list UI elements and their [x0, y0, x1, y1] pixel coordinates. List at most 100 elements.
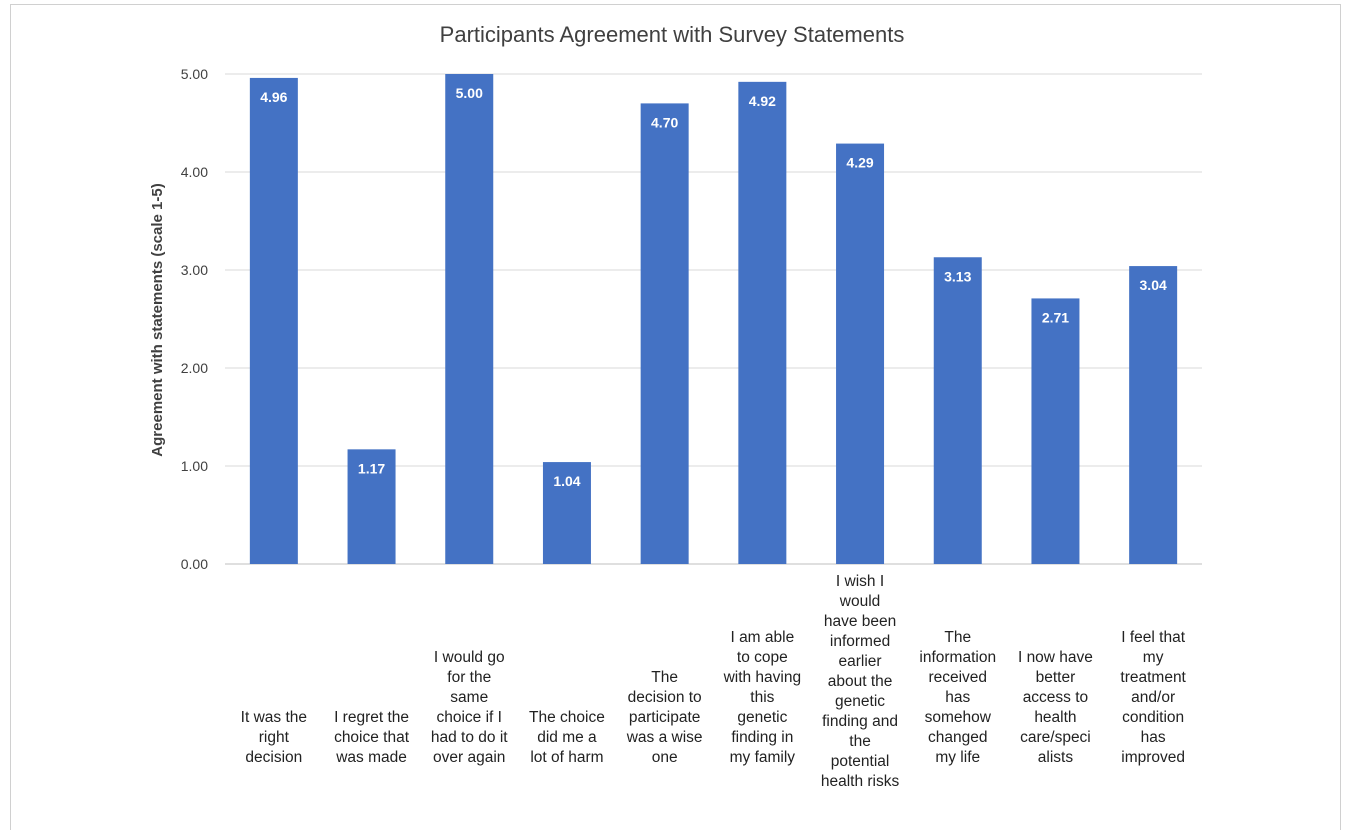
bar — [738, 81, 787, 564]
x-tick-label-line: my — [1142, 649, 1164, 666]
x-tick-label-line: received — [928, 669, 988, 686]
x-tick-label-line: It was the — [240, 709, 308, 726]
bar — [249, 77, 298, 565]
x-tick-label-line: has — [1140, 729, 1166, 746]
data-labels: 4.96 1.17 5.00 1.04 4.70 4.92 4.29 3.13 2.71 3.04 — [260, 85, 1167, 489]
bar — [1031, 298, 1080, 564]
y-tick-label: 0.00 — [181, 556, 208, 572]
x-tick-label-line: decision — [245, 749, 303, 766]
x-tick-label-line: choice that — [334, 729, 410, 746]
x-tick-label-line: my family — [729, 749, 796, 766]
x-tick-label-line: information — [919, 649, 997, 666]
data-label: 3.13 — [944, 268, 971, 284]
x-tick-label-line: health risks — [820, 773, 900, 790]
x-tick-label-line: to cope — [736, 649, 788, 666]
x-tick-label: I would go for the same choice if I had to d… — [427, 648, 511, 768]
data-label: 1.17 — [358, 460, 385, 476]
x-tick-label-line: earlier — [838, 653, 882, 670]
x-tick-label-line: The — [944, 629, 972, 646]
x-tick-label-line: care/speci — [1020, 729, 1091, 746]
x-tick-label-line: decision to — [627, 689, 702, 706]
data-label: 4.96 — [260, 89, 287, 105]
x-tick-label-line: I feel that — [1121, 629, 1186, 646]
y-tick-label: 1.00 — [181, 458, 208, 474]
x-tick-label-line: somehow — [924, 709, 991, 726]
y-tick-label: 3.00 — [181, 262, 208, 278]
x-tick-label-line: has — [945, 689, 971, 706]
x-tick-label: I feel that my treatment and/or condition has… — [1111, 628, 1195, 768]
x-tick-label-line: with having — [723, 669, 802, 686]
x-tick-label: The information received has somehow changed m… — [916, 628, 1000, 768]
x-tick-label-line: the — [849, 733, 871, 750]
y-axis-ticks: 0.00 1.00 2.00 3.00 4.00 5.00 — [181, 66, 208, 572]
x-tick-label-line: I would go — [433, 649, 505, 666]
x-tick-label-line: finding and — [822, 713, 898, 730]
data-label: 1.04 — [553, 473, 580, 489]
x-tick-label-line: this — [750, 689, 775, 706]
bar — [933, 257, 982, 564]
x-tick-label-line: over again — [433, 749, 506, 766]
x-tick-label-line: would — [839, 593, 881, 610]
x-tick-label-line: I now have — [1017, 649, 1093, 666]
x-tick-label-line: The — [651, 669, 678, 686]
data-label: 5.00 — [456, 85, 483, 101]
data-label: 3.04 — [1140, 277, 1167, 293]
bar — [542, 462, 591, 564]
x-tick-label: I wish I would have been informed earlier abo… — [818, 572, 902, 792]
x-tick-label-line: The choice — [529, 709, 605, 726]
y-tick-label: 5.00 — [181, 66, 208, 82]
x-tick-label-line: genetic — [835, 693, 886, 710]
x-tick-label-line: health — [1034, 709, 1077, 726]
x-tick-label-line: condition — [1122, 709, 1185, 726]
x-tick-label-line: had to do it — [430, 729, 508, 746]
x-tick-label-line: treatment — [1120, 669, 1186, 686]
x-tick-label-line: alists — [1037, 749, 1074, 766]
bar — [836, 143, 885, 564]
x-tick-label-line: improved — [1121, 749, 1186, 766]
x-tick-label-line: was a wise — [626, 729, 703, 746]
y-axis-label: Agreement with statements (scale 1-5) — [149, 183, 166, 456]
bars — [249, 74, 1178, 565]
x-tick-label-line: potential — [830, 753, 890, 770]
x-tick-label-line: finding in — [731, 729, 794, 746]
x-tick-label-line: one — [651, 749, 678, 766]
x-tick-label-line: right — [258, 729, 289, 746]
x-tick-label-line: have been — [823, 613, 897, 630]
x-tick-label-line: I am able — [730, 629, 795, 646]
x-tick-label: The decision to participate was a wise one — [623, 668, 707, 768]
x-tick-label-line: I regret the — [334, 709, 410, 726]
x-tick-label-line: and/or — [1131, 689, 1176, 706]
bar — [640, 103, 689, 565]
x-tick-label-line: access to — [1022, 689, 1089, 706]
x-tick-label-line: same — [450, 689, 489, 706]
data-label: 4.92 — [749, 93, 776, 109]
x-tick-label-line: was made — [336, 749, 407, 766]
chart-title: Participants Agreement with Survey State… — [440, 22, 905, 47]
x-tick-label-line: did me a — [537, 729, 597, 746]
x-tick-label: The choice did me a lot of harm — [525, 708, 609, 768]
y-tick-label: 2.00 — [181, 360, 208, 376]
x-tick-label-line: my life — [935, 749, 981, 766]
x-tick-label: I now have better access to health care/spec… — [1013, 648, 1097, 768]
bar — [1129, 266, 1178, 564]
x-tick-label: I am able to cope with having this genetic fi… — [720, 628, 804, 768]
x-tick-label-line: lot of harm — [530, 749, 604, 766]
x-tick-label: I regret the choice that was made — [330, 708, 414, 768]
bar — [347, 449, 396, 564]
data-label: 2.71 — [1042, 309, 1069, 325]
x-tick-label-line: changed — [928, 729, 988, 746]
data-label: 4.70 — [651, 114, 678, 130]
x-tick-label-line: choice if I — [436, 709, 502, 726]
x-tick-label-line: participate — [628, 709, 701, 726]
x-tick-label-line: for the — [447, 669, 492, 686]
x-tick-label: It was the right decision — [232, 708, 316, 768]
y-tick-label: 4.00 — [181, 164, 208, 180]
x-tick-label-line: about the — [827, 673, 893, 690]
bar — [445, 74, 494, 564]
data-label: 4.29 — [846, 155, 873, 171]
x-tick-label-line: informed — [829, 633, 891, 650]
x-tick-label-line: I wish I — [835, 573, 885, 590]
x-tick-label-line: genetic — [737, 709, 788, 726]
x-tick-label-line: better — [1035, 669, 1076, 686]
